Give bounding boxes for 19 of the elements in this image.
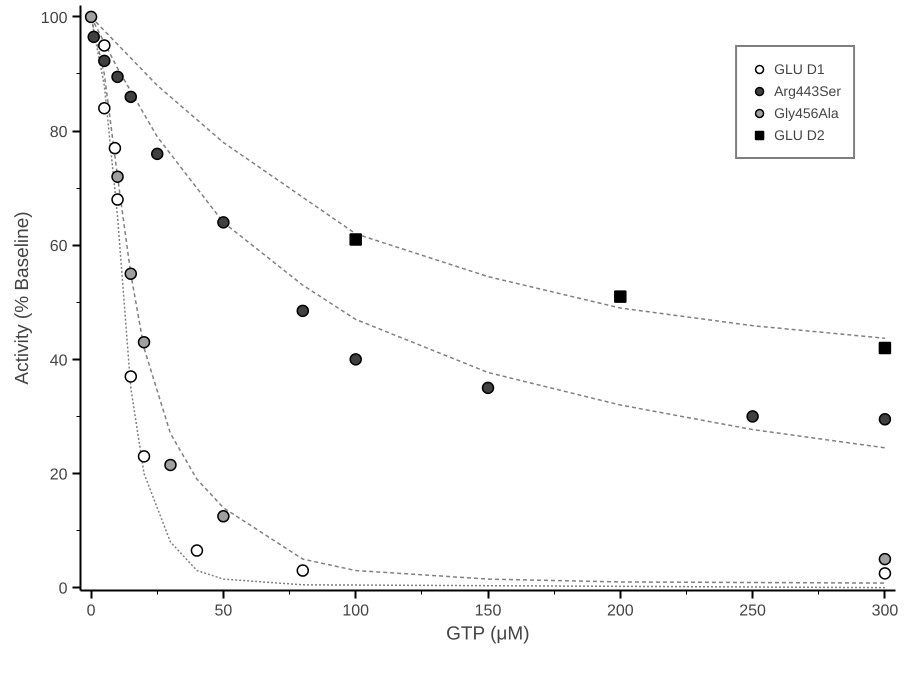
legend-label: Gly456Ala [774,105,839,121]
x-tick-label: 150 [474,602,502,620]
x-tick-label: 50 [214,602,232,620]
x-tick-label: 0 [86,602,96,620]
y-tick-label: 100 [40,10,68,27]
x-tick-label: 250 [739,602,766,620]
y-tick-label: 60 [50,238,68,256]
x-tick-label: 100 [342,602,370,620]
legend-label: GLU D1 [774,61,825,77]
legend-label: GLU D2 [774,127,825,143]
x-tick-label: 300 [872,602,898,620]
x-tick-label: 200 [606,602,634,620]
x-axis-title: GTP (μM) [446,624,530,644]
y-tick-label: 20 [50,466,68,484]
legend-label: Arg443Ser [774,83,841,99]
y-tick-label: 40 [50,352,68,370]
y-axis-title: Activity (% Baseline) [12,211,33,385]
y-tick-label: 80 [50,124,68,142]
y-tick-label: 0 [58,580,68,598]
